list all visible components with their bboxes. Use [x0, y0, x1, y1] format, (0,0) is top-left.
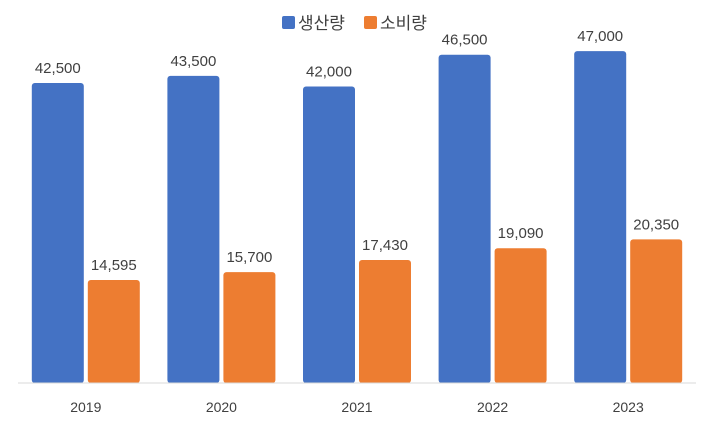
x-tick-label-2019: 2019: [70, 399, 101, 415]
data-label-production-2022: 46,500: [442, 32, 488, 49]
x-tick-label-2021: 2021: [341, 399, 372, 415]
data-label-consumption-2020: 15,700: [226, 249, 272, 266]
x-tick-label-2022: 2022: [477, 399, 508, 415]
legend-label-consumption: 소비량: [380, 14, 427, 34]
data-label-production-2021: 42,000: [306, 63, 352, 80]
data-label-consumption-2023: 20,350: [633, 216, 679, 233]
bars: [31, 51, 683, 384]
legend: 생산량 소비량: [282, 14, 427, 34]
bar-production-2020: [167, 75, 220, 383]
legend-label-production: 생산량: [298, 14, 345, 34]
bar-production-2022: [438, 54, 491, 384]
x-axis-ticks: 2019 2020 2021 2022 2023: [70, 399, 644, 415]
data-label-consumption-2021: 17,430: [362, 237, 408, 254]
bar-consumption-2022: [494, 248, 547, 383]
bar-production-2023: [574, 51, 627, 384]
data-label-production-2020: 43,500: [170, 53, 216, 70]
bar-consumption-2020: [223, 272, 276, 383]
data-label-consumption-2022: 19,090: [498, 225, 544, 242]
x-tick-label-2020: 2020: [206, 399, 237, 415]
legend-swatch-production: [282, 16, 295, 29]
data-labels: 42,500 14,595 43,500 15,700 42,000 17,430 46,5…: [35, 28, 679, 274]
data-label-production-2019: 42,500: [35, 60, 81, 77]
bar-consumption-2023: [630, 239, 683, 383]
bar-consumption-2019: [87, 279, 140, 383]
bar-consumption-2021: [359, 259, 411, 383]
bar-production-2021: [303, 86, 355, 383]
bar-production-2019: [31, 82, 84, 383]
legend-swatch-consumption: [364, 16, 377, 29]
data-label-production-2023: 47,000: [577, 28, 623, 45]
data-label-consumption-2019: 14,595: [91, 257, 137, 274]
x-tick-label-2023: 2023: [613, 399, 644, 415]
